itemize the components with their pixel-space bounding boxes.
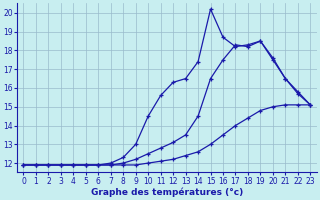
X-axis label: Graphe des températures (°c): Graphe des températures (°c): [91, 187, 243, 197]
